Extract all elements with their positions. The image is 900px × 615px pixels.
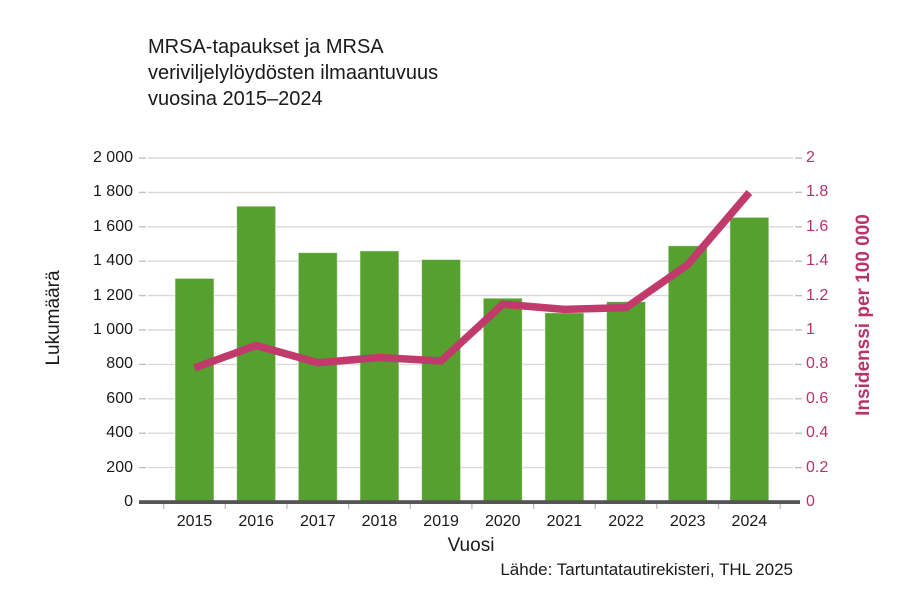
x-axis-label-2015: 2015 <box>176 513 213 530</box>
right-axis-tick-label: 1.6 <box>806 217 829 235</box>
left-axis-tick-label: 1 200 <box>92 286 133 304</box>
x-axis-label-2023: 2023 <box>669 513 706 530</box>
x-axis-line <box>139 500 800 504</box>
bar-2017 <box>297 252 338 503</box>
bar-2020 <box>482 297 523 503</box>
right-axis-tick-label: 0.4 <box>806 424 829 442</box>
x-axis-title: Vuosi <box>447 535 495 556</box>
left-axis-tick-label: 400 <box>106 424 133 442</box>
left-axis-tick-label: 1 600 <box>92 217 133 235</box>
bar-2021 <box>544 312 585 503</box>
right-axis-tick-label: 1 <box>806 321 815 338</box>
x-axis-label-2016: 2016 <box>238 513 274 530</box>
right-axis-title: Insidenssi per 100 000 <box>853 214 874 416</box>
right-axis-tick-label: 2 <box>806 149 815 166</box>
x-axis-label-2021: 2021 <box>546 513 583 530</box>
x-axis-label-2017: 2017 <box>300 513 336 530</box>
chart-title: MRSA-tapaukset ja MRSA veriviljelylöydös… <box>148 34 438 112</box>
x-axis-label-2024: 2024 <box>731 513 768 530</box>
right-axis-tick-label: 0 <box>806 493 815 510</box>
x-axis-label-2022: 2022 <box>608 513 644 530</box>
bar-2022 <box>606 301 647 503</box>
bar-2024 <box>729 216 770 503</box>
right-axis-tick-label: 0.8 <box>806 355 829 373</box>
left-axis-tick-label: 1 800 <box>92 183 133 201</box>
left-axis-tick-label: 800 <box>106 355 133 373</box>
left-axis-tick-label: 1 400 <box>92 252 133 270</box>
bar-2015 <box>174 277 215 503</box>
left-axis-tick-label: 600 <box>106 389 133 407</box>
left-axis-tick-label: 2 000 <box>92 149 133 166</box>
left-axis-tick-label: 0 <box>124 493 133 510</box>
right-axis-tick-label: 1.2 <box>806 286 829 304</box>
bar-2019 <box>421 258 462 503</box>
source-note: Lähde: Tartuntatautirekisteri, THL 2025 <box>500 560 793 579</box>
right-axis-tick-label: 1.4 <box>806 252 829 270</box>
x-axis-label-2018: 2018 <box>361 513 398 530</box>
chart-title-line-3: vuosina 2015–2024 <box>148 88 323 110</box>
bar-2018 <box>359 250 400 503</box>
left-axis-title: Lukumäärä <box>43 270 64 366</box>
right-axis-tick-label: 1.8 <box>806 183 829 201</box>
x-axis-label-2019: 2019 <box>423 513 459 530</box>
x-axis-label-2020: 2020 <box>484 513 521 530</box>
incidence-line <box>193 189 753 372</box>
right-axis-tick-label: 0.2 <box>806 458 829 476</box>
left-axis-tick-label: 200 <box>106 458 133 476</box>
bar-2023 <box>667 245 708 503</box>
chart-title-line-2: veriviljelylöydösten ilmaantuvuus <box>148 62 439 84</box>
left-axis-tick-label: 1 000 <box>92 321 133 338</box>
chart-title-line-1: MRSA-tapaukset ja MRSA <box>148 36 384 58</box>
right-axis-tick-label: 0.6 <box>806 389 829 407</box>
